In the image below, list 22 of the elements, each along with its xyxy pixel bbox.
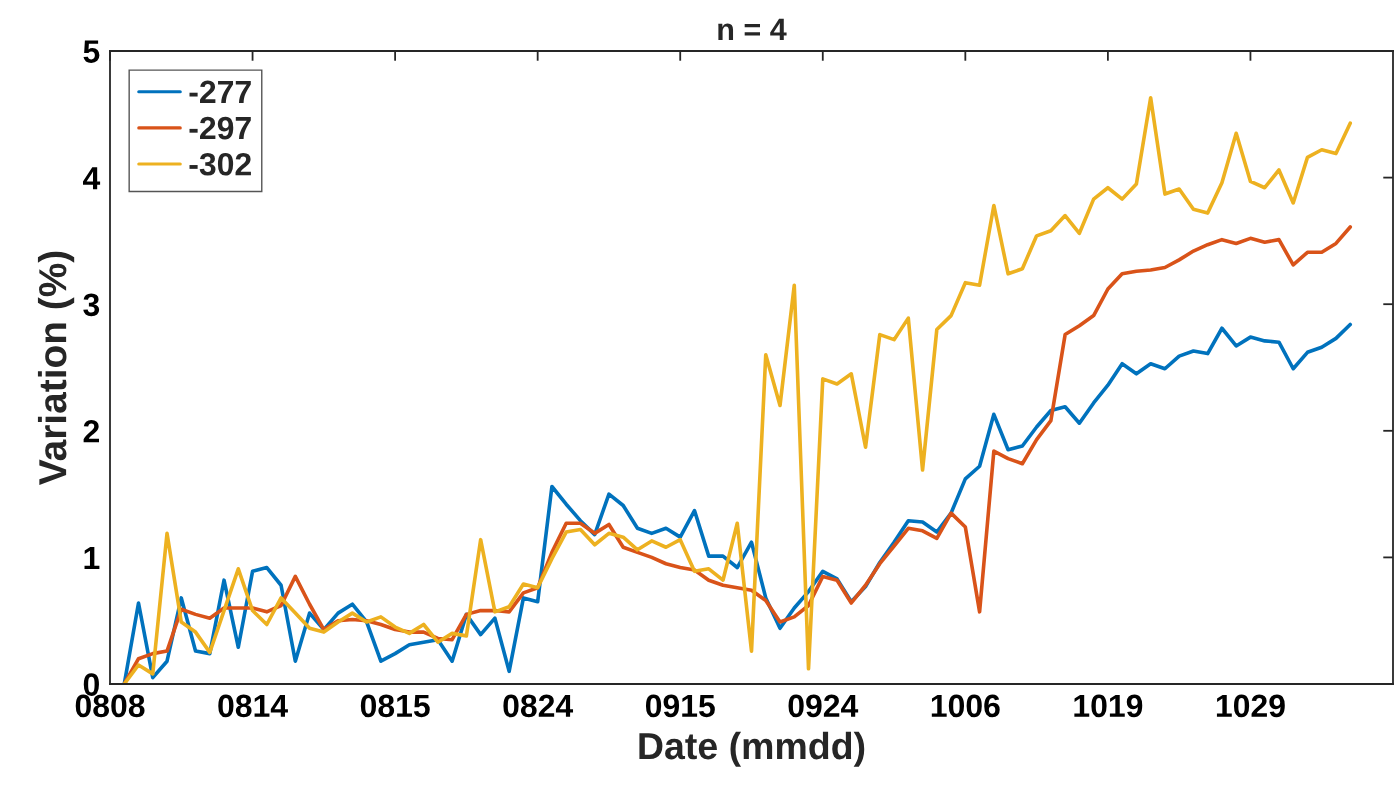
y-tick-label: 0	[83, 673, 99, 696]
x-tick-label: 0808	[75, 694, 145, 718]
legend-label: -297	[189, 116, 251, 140]
legend-label: -277	[189, 80, 251, 103]
x-tick-label: 0915	[645, 694, 715, 718]
y-tick-label: 3	[83, 293, 100, 317]
y-axis-title: Variation (%)	[37, 251, 75, 485]
y-tick-label: 5	[83, 40, 100, 63]
x-tick-label: 0824	[503, 694, 574, 718]
y-tick-label: 2	[83, 420, 99, 443]
line-series	[122, 225, 1353, 684]
x-tick-label: 0924	[788, 694, 859, 718]
x-tick-label: 1029	[1216, 694, 1285, 718]
x-tick-label: 1006	[931, 694, 1000, 718]
chart-title: n = 4	[718, 18, 787, 40]
x-tick-label: 1019	[1074, 694, 1143, 718]
x-tick-label: 0815	[360, 694, 430, 718]
y-tick-label: 1	[84, 547, 100, 569]
x-tick-label: 0814	[218, 694, 288, 718]
legend-label: -302	[189, 152, 251, 176]
x-axis-title: Date (mmdd)	[639, 731, 865, 767]
y-tick-label: 4	[83, 167, 101, 190]
